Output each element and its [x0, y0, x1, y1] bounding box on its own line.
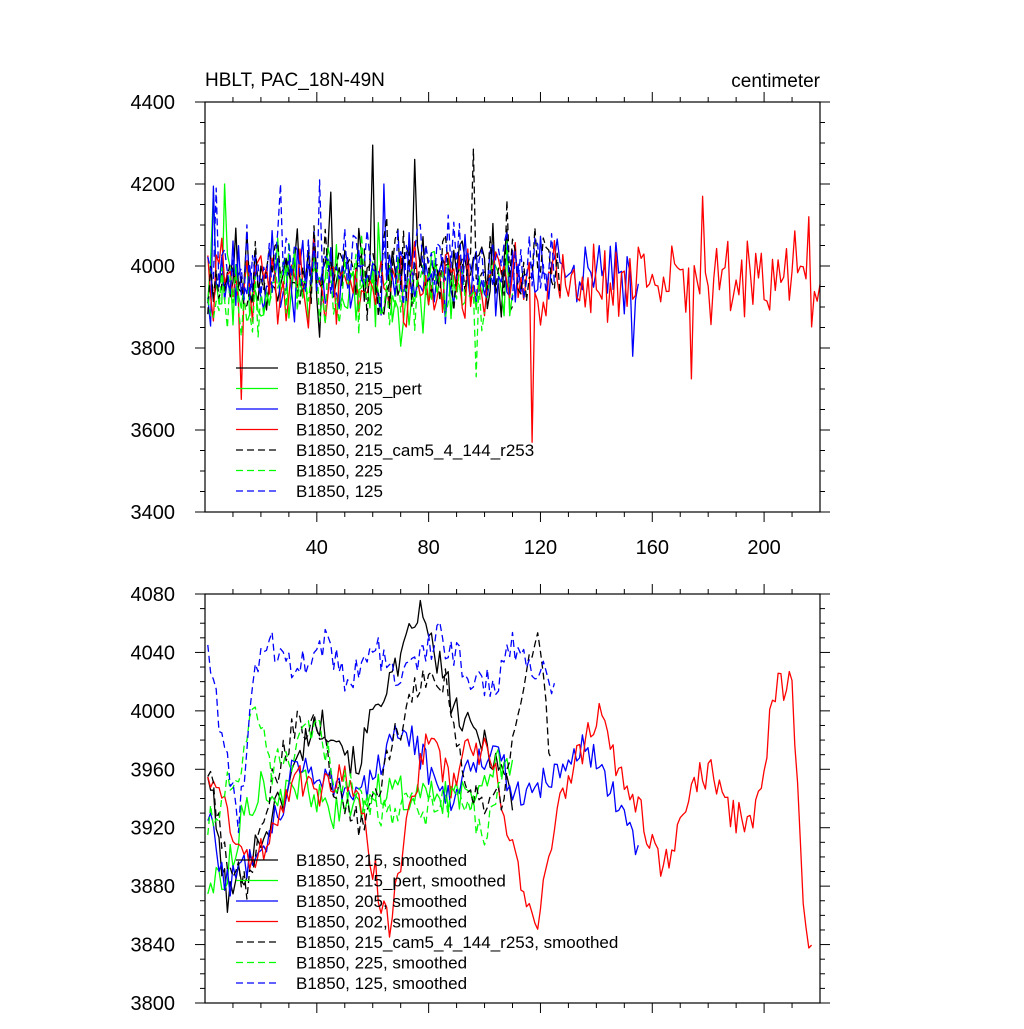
legend-label: B1850, 225, smoothed	[296, 954, 467, 973]
y-tick-label: 4000	[131, 701, 176, 723]
bottom-panel-legend: B1850, 215, smoothed B1850, 215_pert, smo…	[236, 851, 618, 993]
legend-label: B1850, 215_pert, smoothed	[296, 872, 506, 891]
series-line	[207, 144, 514, 338]
x-tick-label: 200	[747, 537, 780, 559]
y-tick-label: 4080	[131, 584, 176, 606]
top-panel-units: centimeter	[731, 71, 820, 92]
bottom-panel: 3800 3840 3880 3920 3960 4000 4040 4080 B1850, …	[131, 584, 830, 1015]
y-tick-label: 4200	[131, 174, 176, 196]
series-line	[207, 670, 813, 949]
y-tick-label: 3920	[131, 818, 176, 840]
legend-label: B1850, 125	[296, 482, 383, 501]
y-tick-label: 3800	[131, 338, 176, 360]
top-panel-title: HBLT, PAC_18N-49N	[205, 70, 385, 91]
y-tick-label: 3400	[131, 502, 176, 524]
top-panel-series	[207, 144, 821, 443]
x-tick-label: 120	[524, 537, 557, 559]
series-line	[207, 621, 556, 834]
y-tick-label: 3800	[131, 993, 176, 1015]
top-panel-frame	[204, 101, 821, 513]
series-line	[207, 706, 505, 846]
y-tick-label: 3600	[131, 420, 176, 442]
series-line	[207, 179, 556, 306]
legend-label: B1850, 202	[296, 421, 383, 440]
legend-label: B1850, 125, smoothed	[296, 974, 467, 993]
x-tick-label: 80	[418, 537, 440, 559]
series-line	[207, 724, 639, 897]
legend-label: B1850, 215	[296, 359, 383, 378]
legend-label: B1850, 215_cam5_4_144_r253	[296, 441, 534, 460]
y-tick-label: 3840	[131, 935, 176, 957]
y-tick-label: 4400	[131, 92, 176, 114]
y-tick-label: 4000	[131, 256, 176, 278]
y-tick-label: 4040	[131, 642, 176, 664]
x-tick-label: 160	[636, 537, 669, 559]
series-line	[207, 195, 821, 443]
legend-label: B1850, 205, smoothed	[296, 892, 467, 911]
legend-label: B1850, 202, smoothed	[296, 913, 467, 932]
top-panel-axes: 3400 3600 3800 4000 4200 4400 40 80 120 160 200	[131, 92, 830, 559]
series-line	[207, 599, 514, 913]
y-tick-label: 3960	[131, 759, 176, 781]
legend-label: B1850, 215_pert	[296, 380, 422, 399]
top-panel: HBLT, PAC_18N-49N centimeter 3400 3600 380…	[131, 70, 830, 559]
y-tick-label: 3880	[131, 876, 176, 898]
legend-label: B1850, 215_cam5_4_144_r253, smoothed	[296, 933, 618, 952]
bottom-panel-axes: 3800 3840 3880 3920 3960 4000 4040 4080	[131, 584, 830, 1015]
legend-label: B1850, 215, smoothed	[296, 851, 467, 870]
bottom-panel-frame	[204, 593, 821, 1004]
x-tick-label: 40	[306, 537, 328, 559]
legend-label: B1850, 205	[296, 400, 383, 419]
legend-label: B1850, 225	[296, 462, 383, 481]
bottom-panel-series	[207, 599, 813, 949]
series-line	[207, 632, 553, 900]
